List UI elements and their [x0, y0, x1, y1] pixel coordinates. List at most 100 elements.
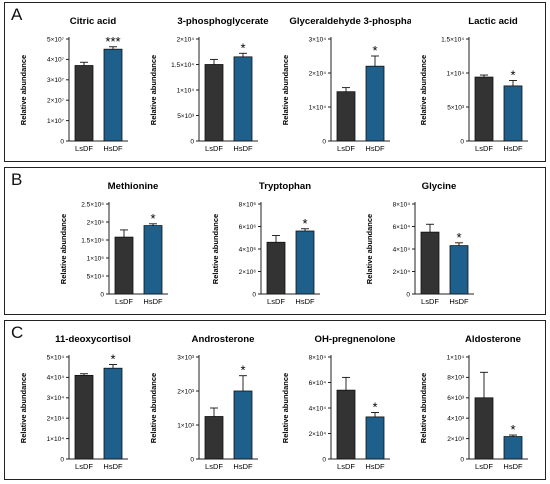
bar-lsdf	[420, 231, 440, 295]
chart-title: Glyceraldehyde 3-phosphate	[289, 16, 411, 27]
y-tick-label: 0	[190, 138, 194, 145]
bar-lsdf	[114, 236, 134, 295]
significance-marker: *	[510, 422, 515, 437]
y-tick-label: 8×10⁶	[239, 201, 257, 208]
significance-marker: *	[456, 230, 461, 245]
chart-glyceraldehyde-3-phosphate: Glyceraldehyde 3-phosphate Relative abund…	[281, 16, 411, 153]
y-axis-label: Relative abundance	[19, 373, 28, 443]
bar-hsdf	[103, 48, 123, 142]
y-tick-label: 1×10⁴	[47, 436, 65, 443]
y-tick-label: 0	[60, 456, 64, 463]
chart-androsterone: Androsterone Relative abundance 0 1×10³ 2×10…	[149, 334, 258, 471]
x-tick-label: LsDF	[75, 462, 93, 471]
y-tick-label: 0	[100, 291, 104, 298]
panel-c: C 11-deoxycortisol Relative abundance 0 1×1…	[4, 320, 546, 480]
y-tick-label: 2×10⁵	[87, 219, 105, 226]
bar-lsdf	[336, 91, 356, 142]
panel-b: B Methionine Relative abundance 0 5×10⁴ 1×10…	[4, 167, 546, 315]
x-tick-label: HsDF	[295, 297, 315, 306]
y-tick-label: 3×10³	[177, 354, 195, 361]
y-tick-label: 2.5×10⁵	[81, 201, 104, 208]
y-tick-label: 4×10⁴	[393, 246, 411, 253]
y-tick-label: 1×10⁴	[309, 104, 327, 111]
bar-lsdf	[474, 397, 494, 460]
bar-lsdf	[74, 65, 94, 142]
x-tick-label: LsDF	[337, 144, 355, 153]
chart-glycine: Glycine Relative abundance 0 2×10⁴ 4×10⁴ 6×10…	[365, 181, 474, 306]
bar-hsdf	[233, 390, 253, 460]
y-axis-label: Relative abundance	[281, 373, 290, 443]
y-axis-label: Relative abundance	[59, 214, 68, 284]
panel-label: A	[11, 5, 23, 24]
y-tick-label: 0	[406, 291, 410, 298]
y-tick-label: 5×10³	[447, 104, 465, 111]
y-tick-label: 4×10⁶	[239, 246, 257, 253]
y-tick-label: 8×10⁴	[393, 201, 411, 208]
x-tick-label: HsDF	[503, 144, 523, 153]
bar-hsdf	[503, 436, 523, 460]
bar-hsdf	[103, 367, 123, 460]
y-tick-label: 4×10³	[447, 416, 465, 423]
y-axis-label: Relative abundance	[149, 373, 158, 443]
y-tick-label: 0	[460, 456, 464, 463]
bar-lsdf	[204, 416, 224, 460]
x-tick-label: HsDF	[233, 144, 253, 153]
significance-marker: *	[240, 40, 245, 55]
panel-label: C	[11, 323, 24, 342]
chart-lactic-acid: Lactic acid Relative abundance 0 5×10³ 1×10⁴…	[419, 16, 528, 153]
y-tick-label: 2×10⁶	[239, 269, 257, 276]
y-tick-label: 5×10⁴	[47, 354, 65, 361]
x-tick-label: HsDF	[103, 462, 123, 471]
y-tick-label: 2×10⁴	[393, 269, 411, 276]
chart-title: Citric acid	[70, 16, 117, 27]
chart-citric-acid: Citric acid Relative abundance 0 1×10⁷ 2×10⁷…	[19, 16, 128, 153]
x-tick-label: HsDF	[233, 462, 253, 471]
y-tick-label: 0	[460, 138, 464, 145]
bar-hsdf	[365, 416, 385, 460]
significance-marker: ***	[105, 34, 120, 49]
y-axis-label: Relative abundance	[211, 214, 220, 284]
y-tick-label: 4×10⁷	[47, 57, 65, 64]
y-tick-label: 3×10⁴	[309, 36, 327, 43]
significance-marker: *	[110, 352, 115, 367]
y-tick-label: 5×10⁴	[87, 273, 105, 280]
y-tick-label: 0	[252, 291, 256, 298]
y-tick-label: 8×10⁴	[309, 354, 327, 361]
y-axis-label: Relative abundance	[419, 373, 428, 443]
x-tick-label: HsDF	[503, 462, 523, 471]
chart-11-deoxycortisol: 11-deoxycortisol Relative abundance 0 1×10⁴…	[19, 334, 131, 471]
y-tick-label: 6×10⁴	[309, 380, 327, 387]
y-tick-label: 4×10⁴	[309, 405, 327, 412]
chart-tryptophan: Tryptophan Relative abundance 0 2×10⁶ 4×10⁶ 6…	[211, 181, 320, 306]
y-tick-label: 2×10⁴	[47, 416, 65, 423]
y-axis-label: Relative abundance	[149, 55, 158, 125]
y-axis-label: Relative abundance	[19, 55, 28, 125]
bar-lsdf	[336, 389, 356, 460]
chart-3-phosphoglycerate: 3-phosphoglycerate Relative abundance 0 5×1…	[149, 16, 269, 153]
chart-aldosterone: Aldosterone Relative abundance 0 2×10³ 4×10³…	[419, 334, 528, 471]
chart-title: Androsterone	[192, 334, 255, 345]
y-tick-label: 0	[322, 138, 326, 145]
y-axis-label: Relative abundance	[419, 55, 428, 125]
significance-marker: *	[302, 216, 307, 231]
y-tick-label: 3×10⁴	[47, 395, 65, 402]
y-tick-label: 1.5×10⁵	[81, 237, 104, 244]
chart-title: Glycine	[422, 181, 457, 192]
chart-title: OH-pregnenolone	[314, 334, 395, 345]
y-tick-label: 0	[60, 138, 64, 145]
y-tick-label: 2×10⁷	[47, 98, 65, 105]
y-axis-label: Relative abundance	[281, 55, 290, 125]
y-tick-label: 2×10⁴	[309, 70, 327, 77]
y-tick-label: 5×10⁷	[47, 36, 65, 43]
y-tick-label: 1×10⁴	[177, 87, 195, 94]
y-tick-label: 1.5×10⁴	[441, 36, 464, 43]
bar-hsdf	[449, 245, 469, 295]
significance-marker: *	[372, 43, 377, 58]
y-tick-label: 1×10⁵	[87, 255, 105, 262]
x-tick-label: HsDF	[143, 297, 163, 306]
x-tick-label: LsDF	[475, 144, 493, 153]
y-tick-label: 2×10³	[177, 388, 195, 395]
panel-a: A Citric acid Relative abundance 0 1×10⁷ 2×1…	[4, 2, 546, 162]
significance-marker: *	[150, 211, 155, 226]
y-tick-label: 8×10³	[447, 375, 465, 382]
